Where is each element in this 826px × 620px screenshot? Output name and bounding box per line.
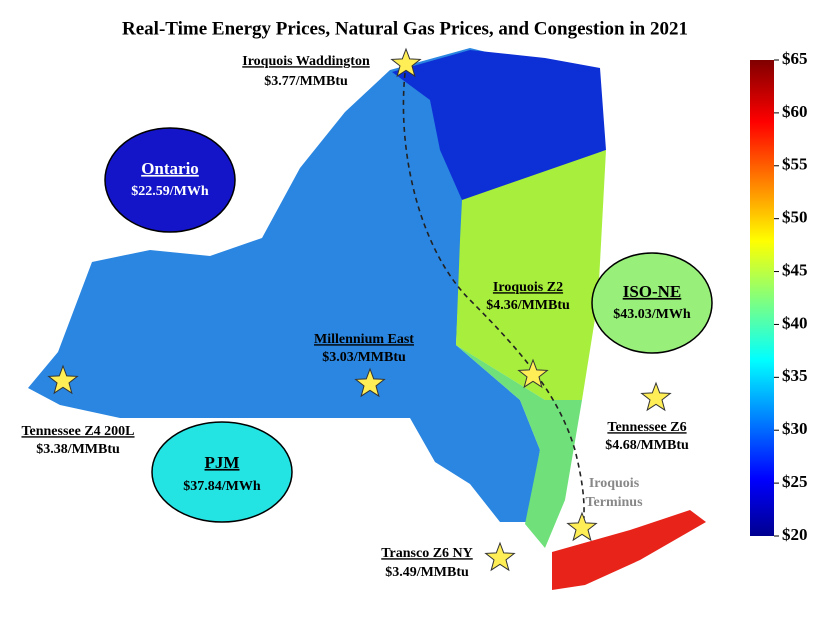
hub-name: Iroquois Waddington	[242, 54, 370, 69]
hub-price: $3.77/MMBtu	[264, 74, 348, 89]
colorbar-tick-label: $60	[782, 102, 808, 121]
hub-star	[390, 47, 422, 78]
hub-star	[566, 511, 598, 542]
hub-star	[484, 541, 516, 572]
regions: Ontario $22.59/MWh PJM $37.84/MWh ISO-NE…	[104, 127, 713, 523]
region-name: Ontario	[141, 159, 199, 178]
region-price: $37.84/MWh	[183, 479, 261, 494]
colorbar	[750, 60, 774, 536]
hub-price: $3.49/MMBtu	[385, 565, 469, 580]
hub-price: $3.03/MMBtu	[322, 350, 406, 365]
region-bubble	[591, 252, 713, 354]
hub-star	[640, 381, 672, 412]
region-price: $22.59/MWh	[131, 184, 209, 199]
colorbar-tick-label: $25	[782, 472, 808, 491]
colorbar-tick-label: $45	[782, 260, 808, 279]
colorbar-tick-label: $65	[782, 49, 808, 68]
colorbar-tick-label: $30	[782, 419, 808, 438]
hub-price: $4.36/MMBtu	[486, 298, 570, 313]
zone-east	[456, 150, 606, 400]
zone-west	[28, 48, 560, 522]
colorbar-tick-label: $50	[782, 208, 808, 227]
region-bubble	[151, 421, 293, 523]
region-bubble	[104, 127, 236, 233]
hub-name: Transco Z6 NY	[381, 546, 473, 561]
hub-name: Tennessee Z4 200L	[21, 424, 134, 439]
hub-price: $4.68/MMBtu	[605, 438, 689, 453]
region-name: PJM	[205, 453, 240, 472]
colorbar-ticks: $20 $25 $30 $35 $40 $45 $50 $55 $60 $65	[774, 49, 808, 544]
colorbar-tick-label: $20	[782, 525, 808, 544]
state-map	[28, 48, 706, 590]
hub-star	[354, 367, 386, 398]
pipeline	[402, 63, 585, 531]
colorbar-tick-label: $40	[782, 313, 808, 332]
hub-name: Millennium East	[314, 332, 414, 347]
zone-hudson	[456, 345, 582, 548]
colorbar-tick-label: $55	[782, 155, 808, 174]
hub-stars	[47, 47, 672, 572]
hub-star	[517, 358, 549, 389]
region-name: ISO-NE	[623, 282, 682, 301]
title: Real-Time Energy Prices, Natural Gas Pri…	[122, 18, 688, 39]
terminus-label: Iroquois	[589, 476, 640, 491]
terminus-label: Terminus	[585, 495, 643, 510]
zone-li	[552, 510, 706, 590]
hub-price: $3.38/MMBtu	[36, 442, 120, 457]
zone-north	[392, 50, 606, 200]
hub-name: Iroquois Z2	[493, 280, 563, 295]
hub-labels: Iroquois Waddington $3.77/MMBtu Iroquois…	[21, 54, 689, 580]
hub-star	[47, 364, 79, 395]
region-price: $43.03/MWh	[613, 307, 691, 322]
colorbar-tick-label: $35	[782, 366, 808, 385]
hub-name: Tennessee Z6	[607, 420, 686, 435]
